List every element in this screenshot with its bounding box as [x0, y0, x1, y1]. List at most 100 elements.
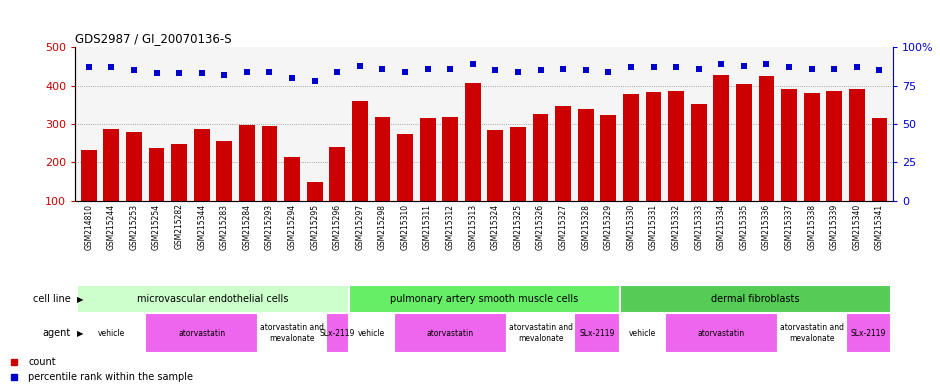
Text: vehicle: vehicle — [357, 329, 384, 338]
Bar — [239, 125, 255, 239]
Bar — [306, 182, 322, 239]
Bar — [826, 91, 842, 239]
Point — [149, 70, 164, 76]
Text: vehicle: vehicle — [98, 329, 125, 338]
Text: microvascular endothelial cells: microvascular endothelial cells — [137, 294, 289, 304]
Text: atorvastatin: atorvastatin — [179, 329, 226, 338]
Bar — [507, 313, 574, 353]
Bar — [258, 313, 326, 353]
Text: vehicle: vehicle — [629, 329, 656, 338]
Bar — [510, 127, 525, 239]
Bar — [349, 285, 619, 313]
Bar — [533, 114, 548, 239]
Point — [195, 70, 210, 76]
Text: percentile rank within the sample: percentile rank within the sample — [28, 372, 194, 382]
Point — [759, 61, 774, 67]
Bar — [871, 118, 887, 239]
Bar — [849, 89, 865, 239]
Bar — [394, 313, 507, 353]
Bar — [846, 313, 891, 353]
Point — [375, 66, 390, 72]
Bar — [465, 83, 480, 239]
Bar — [578, 109, 594, 239]
Text: SLx-2119: SLx-2119 — [851, 329, 885, 338]
Text: dermal fibroblasts: dermal fibroblasts — [711, 294, 799, 304]
Bar — [326, 313, 349, 353]
Bar — [126, 132, 142, 239]
Bar — [623, 94, 639, 239]
Bar — [619, 313, 665, 353]
Bar — [759, 76, 775, 239]
Text: ▶: ▶ — [77, 329, 84, 338]
Text: atorvastatin and
mevalonate: atorvastatin and mevalonate — [260, 323, 324, 343]
Bar — [284, 157, 300, 239]
Text: GDS2987 / GI_20070136-S: GDS2987 / GI_20070136-S — [75, 31, 232, 45]
Point — [307, 78, 322, 84]
Bar — [329, 147, 345, 239]
Text: ▶: ▶ — [77, 295, 84, 304]
Point — [465, 61, 480, 67]
Text: atorvastatin and
mevalonate: atorvastatin and mevalonate — [779, 323, 844, 343]
Text: cell line: cell line — [33, 294, 70, 304]
Point — [872, 67, 887, 73]
Point — [781, 64, 796, 70]
Point — [510, 69, 525, 75]
Point — [352, 63, 368, 69]
Point — [420, 66, 435, 72]
Bar — [777, 313, 846, 353]
Point — [601, 69, 616, 75]
Bar — [443, 117, 458, 239]
Bar — [194, 129, 210, 239]
Bar — [77, 285, 349, 313]
Bar — [574, 313, 619, 353]
Bar — [146, 313, 258, 353]
Bar — [488, 130, 503, 239]
Bar — [646, 92, 662, 239]
Bar — [556, 106, 572, 239]
Point — [330, 69, 345, 75]
Bar — [81, 150, 97, 239]
Bar — [736, 84, 752, 239]
Bar — [349, 313, 394, 353]
Bar — [103, 129, 119, 239]
Bar — [601, 115, 617, 239]
Text: SLx-2119: SLx-2119 — [320, 329, 355, 338]
Text: atorvastatin: atorvastatin — [697, 329, 744, 338]
Point — [736, 63, 751, 69]
Point — [240, 69, 255, 75]
Point — [533, 67, 548, 73]
Point — [691, 66, 706, 72]
Bar — [668, 91, 684, 239]
Bar — [149, 148, 164, 239]
Bar — [77, 313, 146, 353]
Point — [556, 66, 571, 72]
Text: agent: agent — [42, 328, 70, 338]
Point — [804, 66, 819, 72]
Point — [103, 64, 118, 70]
Point — [827, 66, 842, 72]
Bar — [691, 104, 707, 239]
Point — [578, 67, 593, 73]
Bar — [352, 101, 368, 239]
Bar — [261, 126, 277, 239]
Point — [217, 72, 232, 78]
Bar — [420, 118, 435, 239]
Point — [623, 64, 638, 70]
Text: count: count — [28, 357, 55, 367]
Bar — [171, 144, 187, 239]
Point — [398, 69, 413, 75]
Point — [850, 64, 865, 70]
Bar — [216, 141, 232, 239]
Bar — [397, 134, 413, 239]
Point — [285, 75, 300, 81]
Point — [443, 66, 458, 72]
Point — [488, 67, 503, 73]
Bar — [665, 313, 777, 353]
Point — [262, 69, 277, 75]
Bar — [781, 89, 797, 239]
Point — [81, 64, 96, 70]
Bar — [374, 117, 390, 239]
Text: SLx-2119: SLx-2119 — [579, 329, 615, 338]
Text: atorvastatin: atorvastatin — [427, 329, 474, 338]
Text: atorvastatin and
mevalonate: atorvastatin and mevalonate — [509, 323, 572, 343]
